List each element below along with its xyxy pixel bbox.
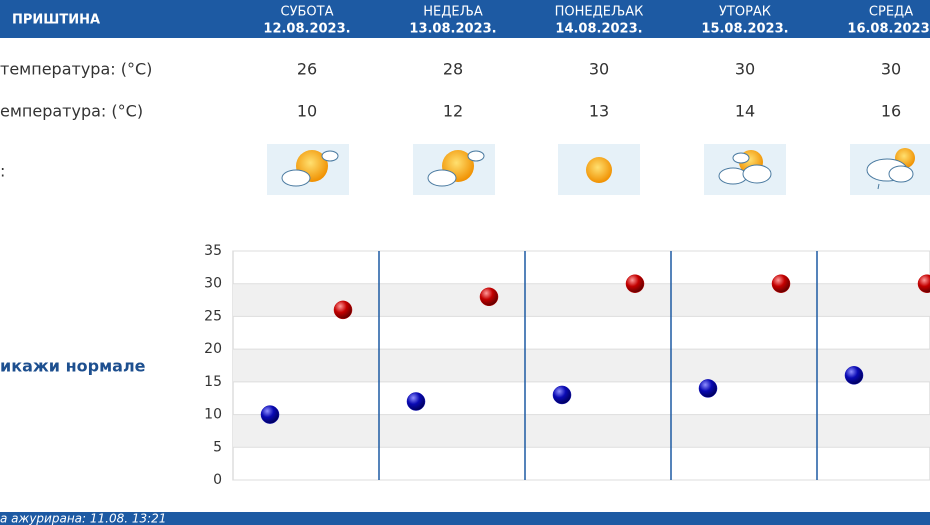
weather-icons — [267, 144, 930, 195]
temperature: 28 — [443, 60, 463, 79]
y-tick-label: 35 — [204, 243, 222, 259]
show-normals[interactable]: икажи нормале — [0, 357, 146, 376]
temperature: 12 — [443, 102, 463, 121]
temperature-point — [698, 379, 718, 398]
y-tick-label: 30 — [204, 276, 222, 292]
city: ПРИШТИНА — [12, 13, 100, 28]
day-name: СРЕДА — [869, 5, 913, 20]
y-tick-label: 10 — [204, 407, 222, 423]
updated: а ажурирана: 11.08. 13:21 — [0, 512, 166, 525]
temperature: 30 — [589, 60, 609, 79]
day-date: 16.08.2023. — [847, 22, 930, 37]
y-tick-label: 25 — [204, 308, 222, 324]
temperature: 30 — [735, 60, 755, 79]
header-bar — [0, 0, 930, 38]
temperature-point — [260, 405, 280, 424]
temperature: 30 — [881, 60, 901, 79]
day-date: 12.08.2023. — [263, 22, 350, 37]
day-name: СУБОТА — [281, 5, 334, 20]
day-name: УТОРАК — [719, 5, 771, 20]
day-name: НЕДЕЉА — [423, 5, 483, 20]
temperature-point — [844, 366, 864, 385]
y-tick-label: 0 — [213, 472, 222, 488]
temperature: 16 — [881, 102, 901, 121]
footer-bar — [0, 512, 930, 525]
row-label: емпература: (°C) — [0, 102, 143, 121]
y-tick-label: 5 — [213, 439, 222, 455]
y-tick-label: 15 — [204, 374, 222, 390]
temperature-point — [479, 287, 499, 307]
day-date: 15.08.2023. — [701, 22, 788, 37]
day-date: 14.08.2023. — [555, 22, 642, 37]
temperature-point — [333, 300, 353, 320]
temperature-point — [771, 274, 791, 293]
temperature: 14 — [735, 102, 755, 121]
grid-band — [233, 414, 930, 448]
temperature: 26 — [297, 60, 317, 79]
temperature-point — [917, 274, 930, 293]
chart: 0 5 10 15 20 25 30 35 — [204, 243, 930, 488]
temperature-point — [406, 392, 426, 411]
grid-band — [233, 349, 930, 382]
temperature: 13 — [589, 102, 609, 121]
temperature-point — [625, 274, 645, 293]
row-label: : — [0, 162, 5, 181]
day-name: ПОНЕДЕЉАК — [555, 5, 644, 20]
day-date: 13.08.2023. — [409, 22, 496, 37]
temperature: 10 — [297, 102, 317, 121]
row-label: температура: (°C) — [0, 60, 152, 79]
temperature-point — [552, 385, 572, 405]
y-tick-label: 20 — [204, 341, 222, 357]
